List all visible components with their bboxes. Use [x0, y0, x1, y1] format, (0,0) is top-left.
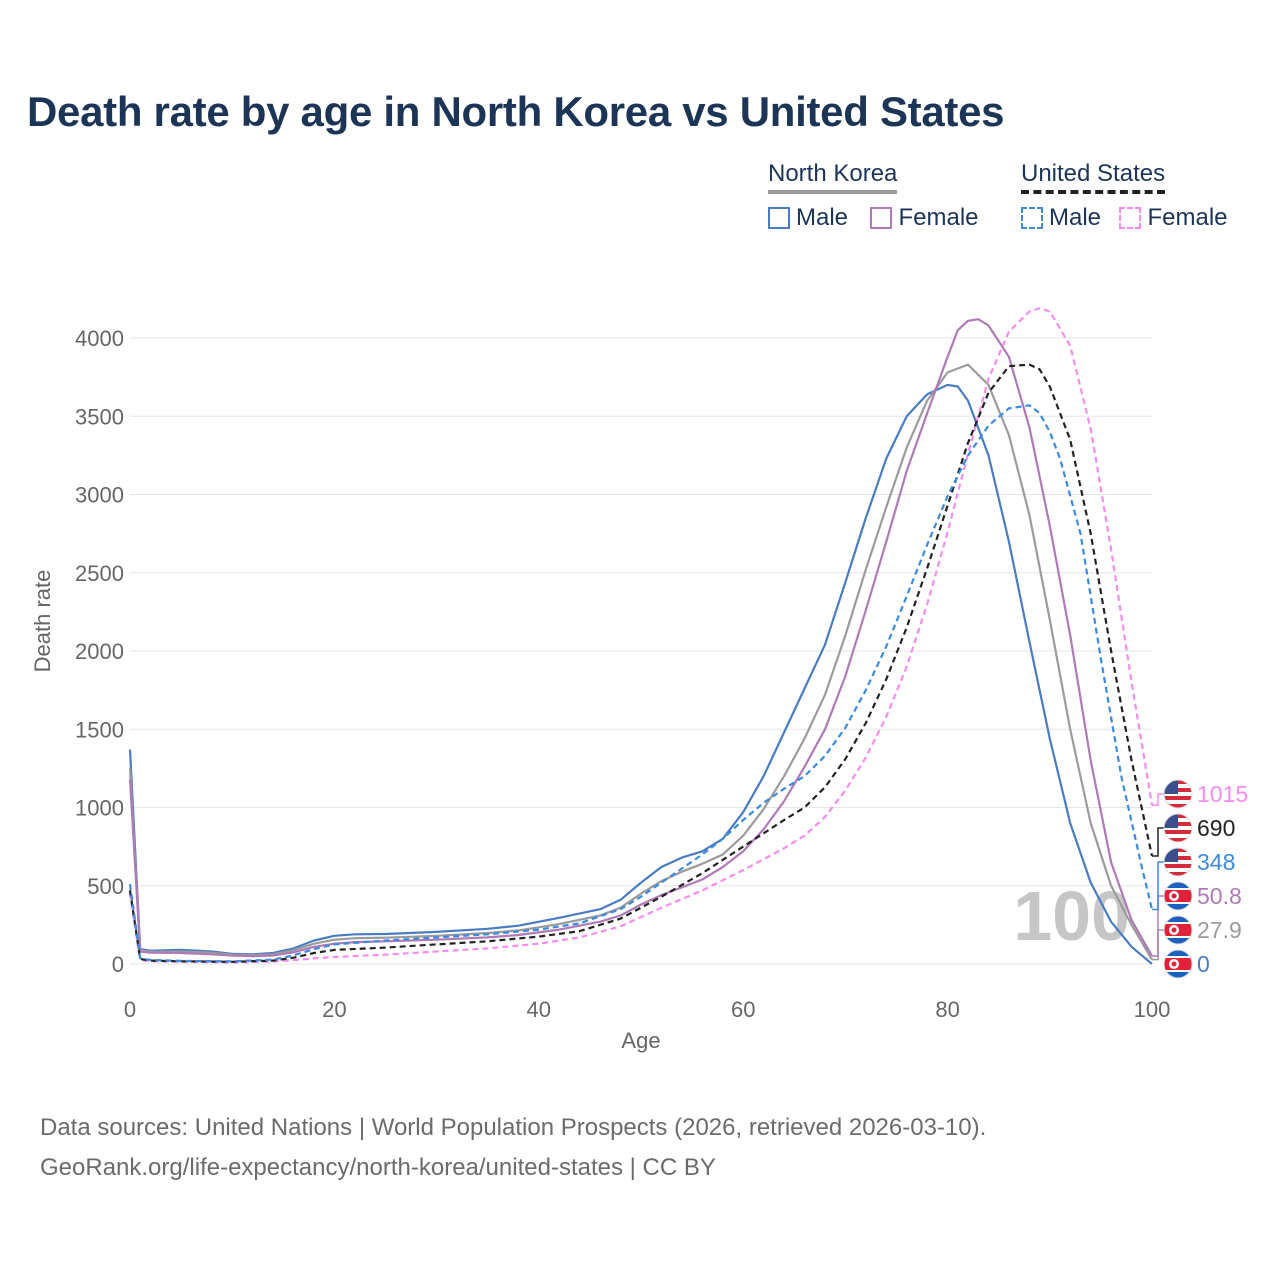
end-value-label: 50.8: [1197, 883, 1242, 909]
series-line-north-korea-female[interactable]: [128, 318, 1153, 958]
series-line-united-states-female[interactable]: [128, 307, 1154, 964]
label-leader: [1152, 793, 1164, 806]
x-tick-label: 0: [124, 997, 136, 1022]
end-label-united-states-male: 348: [1152, 847, 1235, 911]
y-axis-ticks: 0 500 1000 1500 2000 2500 3000 3500 4000: [75, 326, 124, 977]
y-tick-label: 2500: [75, 561, 124, 586]
legend-label: Male: [1049, 204, 1102, 231]
y-tick-label: 3000: [75, 483, 124, 508]
y-tick-label: 2000: [75, 639, 124, 664]
end-value-label: 1015: [1197, 781, 1248, 807]
legend-title-united-states: United States: [1021, 160, 1166, 194]
legend-group-north-korea: North Korea Male Female: [768, 160, 997, 234]
x-tick-label: 40: [527, 997, 551, 1022]
end-label-united-states-total: 690: [1152, 813, 1235, 857]
series-lines: [128, 307, 1154, 965]
legend-swatch: [768, 207, 790, 229]
end-value-label: 348: [1197, 849, 1235, 875]
legend-label: Female: [1147, 204, 1228, 231]
chart-title: Death rate by age in North Korea vs Unit…: [27, 88, 1005, 135]
series-line-north-korea-total[interactable]: [128, 363, 1153, 961]
y-tick-label: 500: [87, 874, 124, 899]
legend-swatch: [1119, 207, 1142, 229]
united-states-flag-icon: [1163, 813, 1193, 843]
footer-source: Data sources: United Nations | World Pop…: [40, 1114, 987, 1141]
series-line-north-korea-male[interactable]: [128, 383, 1153, 965]
x-axis-ticks: 0 20 40 60 80 100: [124, 997, 1170, 1022]
end-label-north-korea-female: 50.8: [1152, 881, 1242, 957]
series-line-united-states-total[interactable]: [128, 363, 1154, 963]
end-label-united-states-female: 1015: [1152, 779, 1248, 809]
legend-item-nk-female[interactable]: Female: [870, 204, 979, 232]
x-tick-label: 60: [731, 997, 755, 1022]
y-tick-label: 1500: [75, 717, 124, 742]
end-label-north-korea-total: 27.9: [1152, 915, 1242, 961]
legend-item-us-male[interactable]: Male: [1021, 204, 1101, 232]
x-axis-label: Age: [621, 1028, 660, 1053]
label-leader: [1152, 895, 1164, 957]
end-value-label: 690: [1197, 815, 1235, 841]
legend-swatch: [1021, 207, 1043, 229]
end-label-north-korea-male: 0: [1163, 949, 1210, 979]
x-tick-label: 20: [322, 997, 346, 1022]
north-korea-flag-icon: [1163, 915, 1193, 945]
end-value-label: 0: [1197, 951, 1210, 977]
end-labels: 0 27.9 50.8 348 690 1015: [1152, 779, 1248, 979]
x-tick-label: 80: [935, 997, 959, 1022]
united-states-flag-icon: [1163, 779, 1193, 809]
legend-swatch: [870, 207, 893, 229]
legend-label: Male: [796, 204, 849, 231]
north-korea-flag-icon: [1163, 949, 1193, 979]
label-leader: [1152, 827, 1164, 857]
legend-group-united-states: United States Male Female: [1021, 160, 1228, 234]
united-states-flag-icon: [1163, 847, 1193, 877]
y-tick-label: 4000: [75, 326, 124, 351]
y-tick-label: 0: [112, 952, 124, 977]
footer: Data sources: United Nations | World Pop…: [40, 1108, 986, 1188]
legend-label: Female: [898, 204, 979, 231]
y-tick-label: 3500: [75, 404, 124, 429]
gridlines: [130, 337, 1152, 965]
x-tick-label: 100: [1134, 997, 1171, 1022]
end-value-label: 27.9: [1197, 917, 1242, 943]
series-line-united-states-male[interactable]: [128, 404, 1154, 963]
footer-credit: GeoRank.org/life-expectancy/north-korea/…: [40, 1154, 716, 1181]
legend-item-nk-male[interactable]: Male: [768, 204, 848, 232]
legend-item-us-female[interactable]: Female: [1119, 204, 1228, 232]
legend-title-north-korea: North Korea: [768, 160, 898, 194]
north-korea-flag-icon: [1163, 881, 1193, 911]
y-axis-label: Death rate: [30, 570, 55, 673]
y-tick-label: 1000: [75, 796, 124, 821]
label-leader: [1152, 861, 1164, 911]
year-watermark: 100: [1013, 877, 1130, 955]
